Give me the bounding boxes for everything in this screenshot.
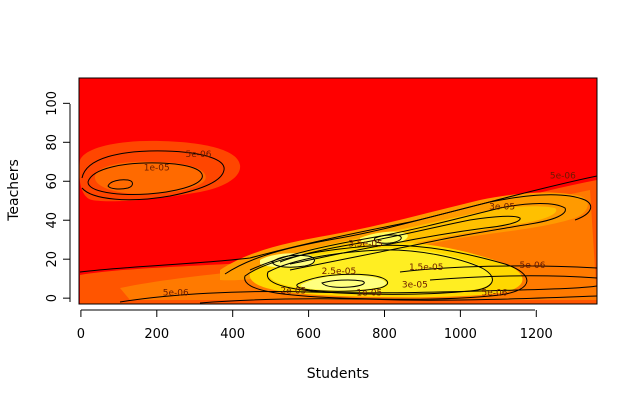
contour-line-bottom-2 bbox=[199, 295, 597, 304]
contour-line-upper-core bbox=[271, 254, 315, 268]
contour-line-upper-core-2 bbox=[373, 234, 402, 244]
x-tick-label: 1000 bbox=[444, 327, 477, 342]
contour-label: 2.5e-05 bbox=[322, 267, 357, 277]
contour-label: 5e-06 bbox=[550, 171, 576, 181]
y-tick-label: 80 bbox=[45, 134, 60, 151]
contour-label: 2e-05 bbox=[280, 286, 306, 296]
contour-label: 3e-05 bbox=[402, 281, 428, 291]
contour-labels: 5e-06 1e-05 5e-06 3e-05 3.5e-05 2.5e-05 1.5e-0… bbox=[144, 150, 576, 298]
contour-line-right-lower-2 bbox=[429, 275, 597, 281]
x-tick-label: 0 bbox=[77, 327, 85, 342]
contour-lines bbox=[79, 150, 597, 304]
contour-label: 5e-06 bbox=[520, 261, 546, 271]
plot-area: 5e-06 1e-05 5e-06 3e-05 3.5e-05 2.5e-05 1.5e-0… bbox=[79, 78, 597, 304]
contour-line-ridge-2 bbox=[249, 203, 566, 271]
density-fill-topleft-inner bbox=[94, 161, 206, 195]
y-tick-label: 60 bbox=[45, 173, 60, 190]
x-axis-title: Students bbox=[307, 366, 369, 382]
y-tick-label: 20 bbox=[45, 251, 60, 268]
x-tick-label: 400 bbox=[220, 327, 245, 342]
y-tick-label: 100 bbox=[45, 91, 60, 116]
contour-label: 3.5e-05 bbox=[348, 240, 383, 250]
contour-label: 5e-06 bbox=[163, 288, 189, 298]
y-axis: 0 20 40 60 80 100 bbox=[45, 91, 71, 302]
x-tick-label: 1200 bbox=[520, 327, 553, 342]
contour-label: 1.5e-05 bbox=[409, 263, 444, 273]
x-ticks: 0 200 400 600 800 1000 1200 bbox=[77, 310, 553, 342]
contour-line-topleft-3 bbox=[107, 179, 133, 190]
contour-line-bottom-1 bbox=[119, 285, 597, 303]
contour-line-core-3 bbox=[296, 273, 389, 292]
contour-line-ridge-3 bbox=[279, 215, 521, 265]
contour-label: 5e-06 bbox=[186, 150, 212, 160]
contour-line-topleft-2 bbox=[87, 162, 203, 195]
contour-label: 1e-05 bbox=[356, 288, 382, 298]
contour-label: 3e-05 bbox=[489, 203, 515, 213]
contour-line-topleft-1 bbox=[81, 150, 225, 201]
contour-label: 5e-06 bbox=[482, 288, 508, 298]
y-ticks: 0 20 40 60 80 100 bbox=[45, 91, 70, 302]
contour-line-outer-band bbox=[79, 175, 597, 273]
contour-label: 1e-05 bbox=[144, 164, 170, 174]
x-axis: 0 200 400 600 800 1000 1200 bbox=[77, 309, 553, 342]
contour-line-core-1 bbox=[244, 244, 528, 300]
y-axis-title: Teachers bbox=[6, 159, 22, 222]
contour-line-ridge-1 bbox=[224, 194, 592, 275]
x-tick-label: 600 bbox=[296, 327, 321, 342]
y-tick-label: 40 bbox=[45, 212, 60, 229]
density-fill-core-pale bbox=[300, 275, 386, 291]
y-tick-label: 0 bbox=[45, 294, 60, 302]
x-tick-label: 200 bbox=[144, 327, 169, 342]
x-tick-label: 800 bbox=[372, 327, 397, 342]
contour-line-core-4 bbox=[321, 279, 365, 288]
plot-frame bbox=[78, 77, 598, 305]
contour-line-right-lower-1 bbox=[399, 265, 597, 273]
